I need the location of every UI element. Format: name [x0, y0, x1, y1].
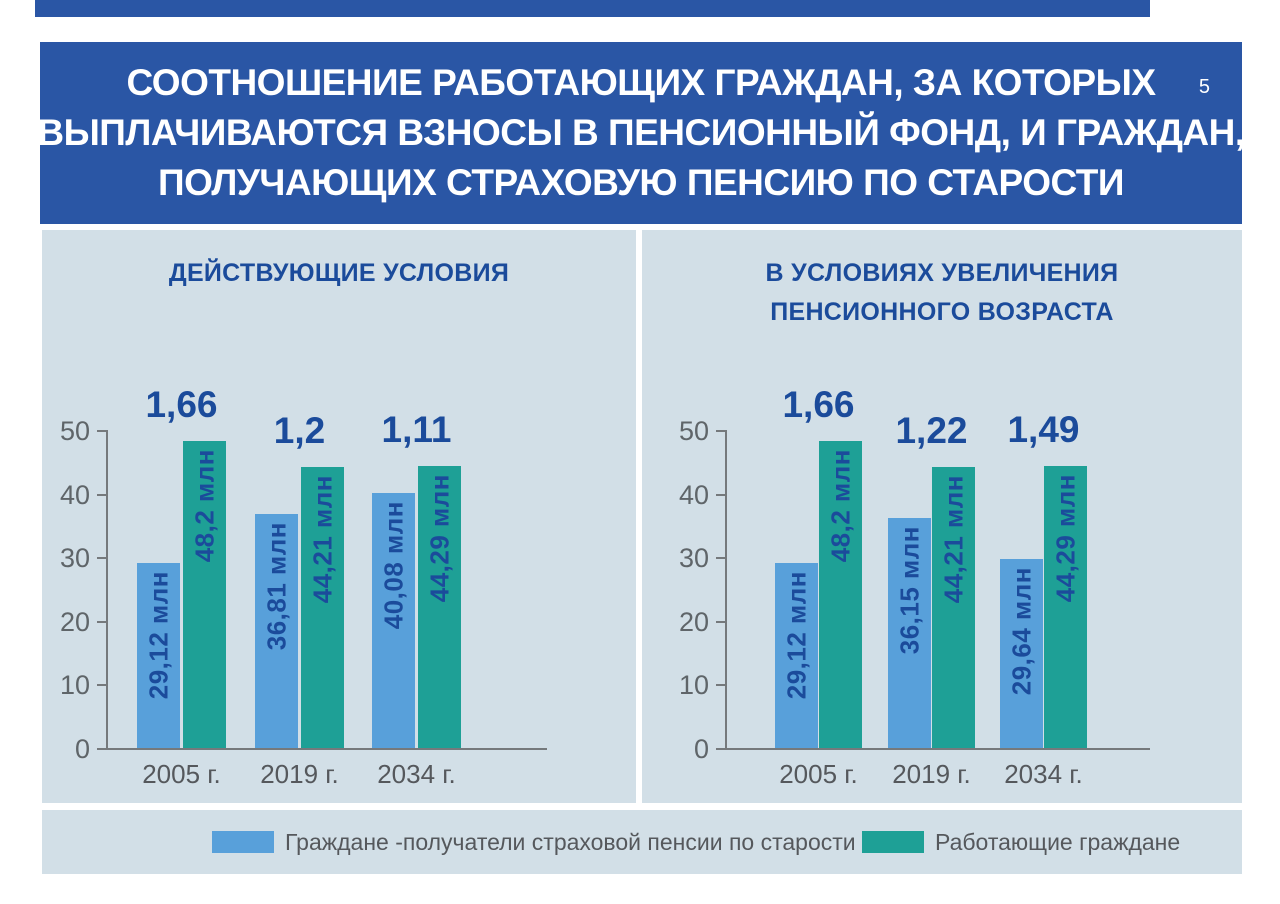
ratio-label: 1,49: [1007, 409, 1080, 451]
bar-pensioners: 29,12 млн: [137, 562, 180, 748]
bar-value-label: 48,2 млн: [825, 449, 855, 563]
right-bar-chart: 0 10 20 30 40 50 29,12 млн 48,2 млн 1,66 2005 г. 3…: [642, 230, 1242, 803]
ratio-label: 1,2: [273, 409, 326, 451]
legend-swatch-workers: [862, 831, 924, 853]
y-tick: [716, 557, 725, 560]
legend-swatch-pensioners: [212, 831, 274, 853]
y-tick-label: 40: [59, 479, 90, 510]
page-number: 5: [1198, 76, 1210, 98]
bar-workers: 48,2 млн: [183, 441, 226, 748]
y-tick-label: 20: [59, 606, 90, 637]
y-tick-label: 10: [678, 670, 709, 701]
y-tick-label: 50: [59, 416, 90, 446]
bar-value-label: 44,21 млн: [307, 474, 337, 604]
legend-label-pensioners: Граждане -получатели страховой пенсии по…: [285, 829, 856, 855]
left-chart-title: ДЕЙСТВУЮЩИЕ УСЛОВИЯ: [42, 254, 636, 293]
y-axis: [725, 430, 727, 750]
slide-title-line-3: ПОЛУЧАЮЩИХ СТРАХОВУЮ ПЕНСИЮ ПО СТАРОСТИ: [157, 162, 1125, 203]
bar-value-label: 44,29 млн: [1050, 474, 1080, 603]
bar-value-label: 29,12 млн: [143, 570, 173, 700]
title-banner: СООТНОШЕНИЕ РАБОТАЮЩИХ ГРАЖДАН, ЗА КОТОР…: [37, 42, 1245, 224]
bar-pensioners: 29,64 млн: [1000, 559, 1043, 748]
bar-workers: 44,29 млн: [418, 466, 461, 748]
bar-pensioners: 40,08 млн: [372, 493, 415, 748]
bar-value-label: 44,21 млн: [938, 474, 968, 604]
y-tick-label: 0: [74, 734, 90, 764]
left-chart-title-line-1: ДЕЙСТВУЮЩИЕ УСЛОВИЯ: [168, 259, 510, 287]
y-tick-label: 10: [59, 670, 90, 701]
bar-pensioners: 29,12 млн: [775, 562, 818, 748]
y-tick: [716, 684, 725, 687]
y-tick: [716, 620, 725, 623]
bar-value-label: 29,64 млн: [1006, 567, 1036, 696]
y-tick: [97, 748, 106, 750]
bar-workers: 44,29 млн: [1044, 466, 1087, 748]
x-category-label: 2034 г.: [1004, 759, 1083, 789]
y-tick: [97, 620, 106, 623]
bar-value-label: 44,29 млн: [424, 474, 454, 603]
right-chart-title-line-1: В УСЛОВИЯХ УВЕЛИЧЕНИЯ: [765, 259, 1119, 287]
y-tick: [716, 493, 725, 496]
ratio-label: 1,22: [895, 409, 968, 451]
panel-raised-retirement-age: В УСЛОВИЯХ УВЕЛИЧЕНИЯ ПЕНСИОННОГО ВОЗРАС…: [642, 230, 1242, 803]
bar-pensioners: 36,15 млн: [888, 518, 931, 748]
bar-workers: 44,21 млн: [932, 466, 975, 748]
bar-pensioners: 36,81 млн: [255, 513, 298, 748]
y-tick-label: 20: [678, 606, 709, 637]
bar-value-label: 29,12 млн: [781, 570, 811, 700]
bar-value-label: 36,81 млн: [261, 521, 291, 651]
y-tick: [97, 430, 106, 432]
right-chart-title-line-2: ПЕНСИОННОГО ВОЗРАСТА: [770, 298, 1114, 326]
y-tick: [716, 430, 725, 432]
bar-workers: 44,21 млн: [301, 466, 344, 748]
legend-label-workers: Работающие граждане: [935, 829, 1181, 855]
ratio-label: 1,66: [145, 384, 218, 426]
bar-value-label: 36,15 млн: [894, 526, 924, 655]
top-accent-bar: [35, 0, 1150, 17]
x-axis: [106, 748, 547, 750]
slide-title-line-2: ВЫПЛАЧИВАЮТСЯ ВЗНОСЫ В ПЕНСИОННЫЙ ФОНД, …: [37, 112, 1245, 153]
bar-workers: 48,2 млн: [819, 441, 862, 748]
y-tick-label: 30: [678, 543, 709, 574]
bar-value-label: 48,2 млн: [189, 449, 219, 563]
legend: Граждане -получатели страховой пенсии по…: [42, 810, 1242, 874]
bar-value-label: 40,08 млн: [378, 501, 408, 630]
y-tick: [97, 493, 106, 496]
x-category-label: 2005 г.: [779, 759, 858, 789]
x-category-label: 2005 г.: [142, 759, 221, 789]
y-tick-label: 50: [678, 416, 709, 446]
right-chart-title: В УСЛОВИЯХ УВЕЛИЧЕНИЯ ПЕНСИОННОГО ВОЗРАС…: [642, 254, 1242, 332]
x-category-label: 2019 г.: [892, 759, 971, 789]
panel-current-conditions: ДЕЙСТВУЮЩИЕ УСЛОВИЯ 0 10 20 30 40 50 29,12 млн…: [42, 230, 636, 803]
y-tick-label: 0: [693, 734, 709, 764]
x-axis: [725, 748, 1150, 750]
ratio-label: 1,11: [381, 409, 452, 451]
y-axis: [106, 430, 108, 750]
y-tick: [716, 748, 725, 750]
x-category-label: 2034 г.: [377, 759, 456, 789]
y-tick: [97, 557, 106, 560]
slide-title-line-1: СООТНОШЕНИЕ РАБОТАЮЩИХ ГРАЖДАН, ЗА КОТОР…: [126, 62, 1156, 103]
y-tick: [97, 684, 106, 687]
left-bar-chart: 0 10 20 30 40 50 29,12 млн 48,2 млн 1,66 2005 г. 3…: [42, 230, 636, 803]
y-tick-label: 30: [59, 543, 90, 574]
ratio-label: 1,66: [782, 384, 855, 426]
y-tick-label: 40: [678, 479, 709, 510]
x-category-label: 2019 г.: [260, 759, 339, 789]
